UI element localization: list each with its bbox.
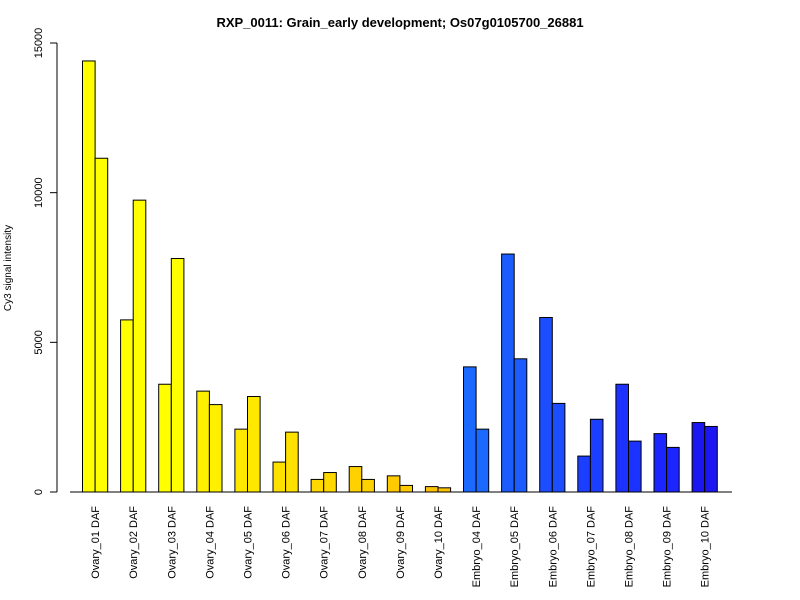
bar-ovary-05-daf-2 [247, 396, 261, 493]
y-tick-label: 10000 [33, 177, 45, 208]
bar-ovary-07-daf-1 [310, 478, 325, 493]
x-tick-label: Embryo_08 DAF [624, 506, 636, 588]
bar-ovary-04-daf-2 [208, 404, 223, 493]
x-tick-label: Ovary_05 DAF [243, 506, 255, 579]
x-tick-label: Ovary_02 DAF [128, 506, 140, 579]
bar-ovary-06-daf-1 [272, 461, 287, 493]
bar-embryo-06-daf-2 [551, 402, 566, 493]
x-tick-label: Ovary_01 DAF [90, 506, 102, 579]
bar-ovary-03-daf-1 [158, 383, 172, 493]
x-tick-label: Embryo_05 DAF [509, 506, 521, 588]
y-tick-label: 5000 [33, 330, 45, 354]
bar-ovary-02-daf-1 [120, 319, 134, 493]
x-tick-label: Embryo_07 DAF [585, 506, 597, 588]
y-axis-label: Cy3 signal intensity [3, 225, 14, 311]
bar-embryo-09-daf-2 [666, 446, 680, 493]
bar-ovary-03-daf-2 [170, 258, 185, 493]
bar-embryo-06-daf-1 [539, 316, 553, 493]
x-tick-label: Ovary_04 DAF [204, 506, 216, 579]
bar-embryo-04-daf-1 [463, 366, 477, 493]
x-tick-label: Ovary_10 DAF [433, 506, 445, 579]
bars-group [82, 60, 718, 493]
x-tick-label: Embryo_06 DAF [547, 506, 559, 588]
y-tick-label: 0 [33, 489, 45, 495]
bar-embryo-09-daf-1 [653, 433, 668, 493]
bar-embryo-04-daf-2 [475, 428, 490, 493]
x-tick-label: Ovary_09 DAF [395, 506, 407, 579]
x-tick-label: Embryo_09 DAF [662, 506, 674, 588]
bar-ovary-01-daf-2 [94, 157, 109, 493]
y-tick-label: 15000 [33, 28, 45, 59]
bar-embryo-08-daf-2 [628, 440, 642, 493]
bar-embryo-10-daf-1 [691, 422, 706, 493]
bar-ovary-09-daf-1 [386, 475, 401, 493]
bar-ovary-06-daf-2 [285, 431, 299, 493]
bar-ovary-10-daf-2 [437, 487, 452, 493]
bar-ovary-01-daf-1 [82, 60, 96, 493]
x-tick-label: Embryo_04 DAF [471, 506, 483, 588]
x-tick-label: Embryo_10 DAF [700, 506, 712, 588]
x-tick-label: Ovary_06 DAF [281, 506, 293, 579]
bar-embryo-05-daf-1 [501, 253, 515, 493]
bar-ovary-02-daf-2 [132, 199, 147, 493]
bar-ovary-04-daf-1 [196, 390, 210, 493]
y-axis: 0 5000 10000 15000 [33, 28, 58, 495]
bar-ovary-05-daf-1 [234, 428, 248, 493]
x-tick-label: Ovary_03 DAF [166, 506, 178, 579]
bar-embryo-10-daf-2 [704, 425, 718, 493]
bar-embryo-05-daf-2 [513, 358, 528, 493]
bar-ovary-09-daf-2 [399, 484, 413, 493]
bar-ovary-10-daf-1 [424, 486, 439, 493]
chart-title: RXP_0011: Grain_early development; Os07g… [216, 15, 583, 30]
bar-embryo-07-daf-2 [589, 418, 604, 493]
bar-ovary-08-daf-2 [361, 478, 375, 493]
bar-ovary-08-daf-1 [348, 466, 363, 493]
bar-embryo-08-daf-1 [615, 383, 630, 493]
x-axis: Ovary_01 DAF Ovary_02 DAF Ovary_03 DAF Ovar… [70, 491, 732, 588]
bar-ovary-07-daf-2 [323, 472, 337, 493]
x-tick-label: Ovary_07 DAF [319, 506, 331, 579]
x-tick-label: Ovary_08 DAF [357, 506, 369, 579]
bar-embryo-07-daf-1 [577, 455, 591, 493]
